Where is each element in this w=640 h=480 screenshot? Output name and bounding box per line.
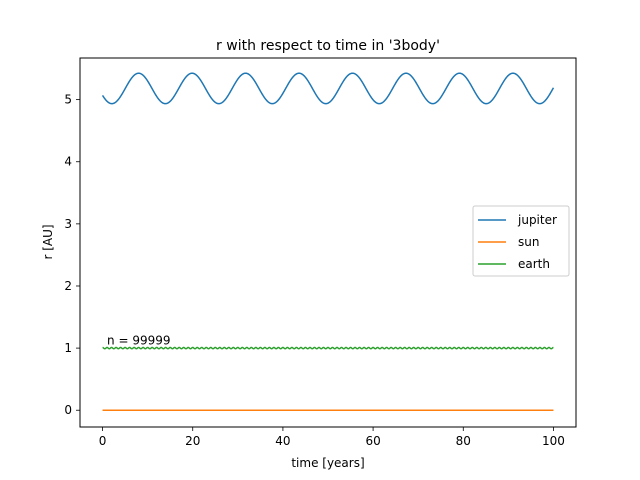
legend-box: [472, 205, 570, 277]
x-tick-label: 40: [275, 434, 290, 448]
x-tick-label: 100: [542, 434, 565, 448]
y-tick-label: 1: [64, 341, 72, 355]
y-tick-label: 0: [64, 403, 72, 417]
x-tick-label: 0: [99, 434, 107, 448]
x-axis-label: time [years]: [291, 456, 364, 470]
chart-title: r with respect to time in '3body': [216, 38, 440, 54]
series-layer: [101, 72, 555, 411]
axes-frame: [79, 57, 577, 428]
series-line-earth: [102, 346, 554, 350]
legend: jupiter sun earth: [472, 205, 570, 277]
legend-label-jupiter: jupiter: [517, 213, 557, 227]
y-ticks: 0 1 2 3 4 5: [64, 93, 80, 417]
y-tick-label: 3: [64, 217, 72, 231]
legend-label-earth: earth: [518, 257, 550, 271]
y-tick-label: 2: [64, 279, 72, 293]
x-tick-label: 60: [365, 434, 380, 448]
legend-items: jupiter sun earth: [478, 213, 557, 271]
y-tick-label: 4: [64, 155, 72, 169]
legend-label-sun: sun: [518, 235, 539, 249]
y-tick-label: 5: [64, 93, 72, 107]
x-tick-label: 20: [185, 434, 200, 448]
x-tick-label: 80: [456, 434, 471, 448]
series-line-jupiter: [101, 72, 555, 105]
y-axis-label: r [AU]: [41, 224, 55, 259]
x-ticks: 0 20 40 60 80 100: [99, 427, 565, 448]
annotation-n: n = 99999: [107, 333, 170, 347]
